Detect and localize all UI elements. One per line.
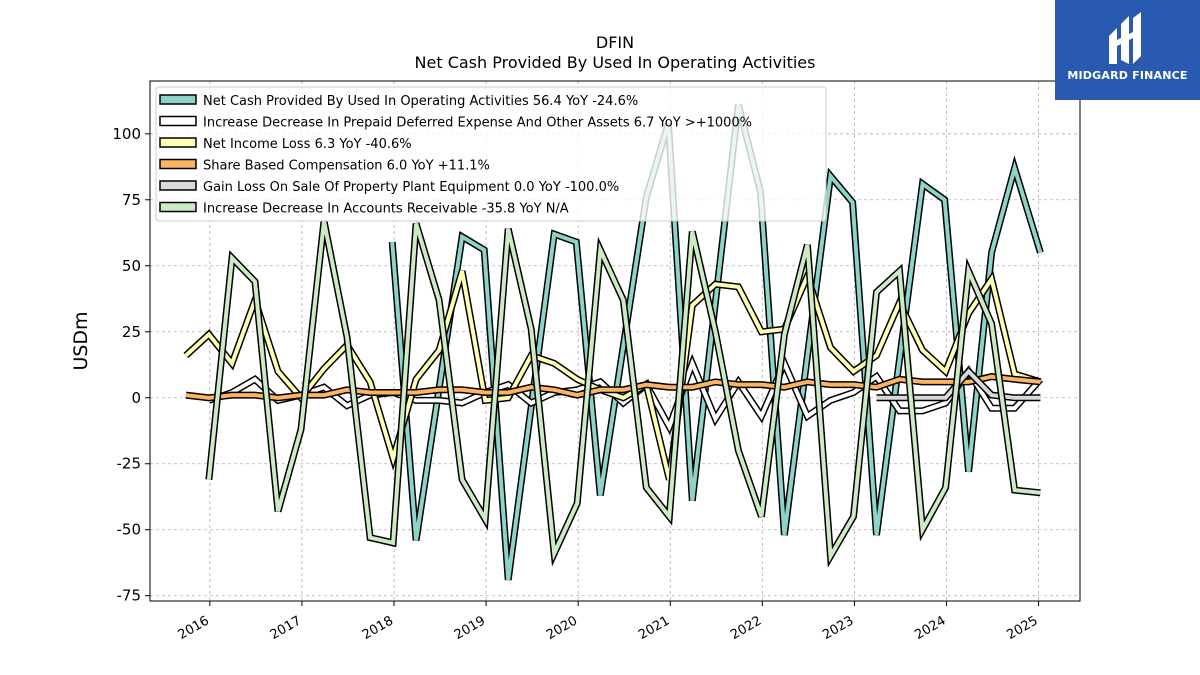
plot-frame [149,80,1081,602]
legend-swatch [159,115,197,127]
series-3 [185,373,1041,402]
legend-swatch [159,94,197,105]
series-line [208,357,1042,432]
legend-label: Gain Loss On Sale Of Property Plant Equi… [203,180,619,195]
x-tick-label: 2017 [268,613,304,643]
legend-swatch [159,158,197,170]
legend-swatch [159,201,197,213]
midgard-logo-icon [1109,12,1141,64]
series-line [184,270,1041,481]
series-line [206,220,1041,563]
legend-box [155,86,827,222]
y-tick-label: 75 [122,191,141,209]
x-tick-label: 2023 [820,613,856,643]
series-line [185,374,1041,400]
legend-label: Net Cash Provided By Used In Operating A… [203,94,638,109]
legend-label: Increase Decrease In Prepaid Deferred Ex… [203,116,752,131]
y-axis-label: USDm [70,311,92,370]
y-tick-label: -25 [117,455,142,473]
y-tick-label: -50 [117,521,142,539]
x-tick-label: 2020 [544,613,580,643]
x-tick-label: 2024 [912,613,948,643]
legend: Net Cash Provided By Used In Operating A… [155,86,827,222]
series-layer [183,103,1044,581]
legend-label: Share Based Compensation 6.0 YoY +11.1% [203,159,490,174]
legend-label: Net Income Loss 6.3 YoY -40.6% [203,137,412,152]
x-tick-label: 2025 [1004,613,1040,643]
series-1 [207,353,1044,436]
chart-subtitle: Net Cash Provided By Used In Operating A… [415,53,816,72]
series-2 [183,266,1042,481]
legend-swatch [159,137,197,148]
x-tick-label: 2018 [360,613,396,643]
legend-label: Increase Decrease In Accounts Receivable… [203,202,569,217]
x-tick-label: 2016 [176,613,212,643]
legend-swatch [159,180,197,191]
y-tick-label: 25 [122,323,141,341]
brand-logo: MIDGARD FINANCE [1055,0,1200,100]
x-tick-label: 2019 [452,613,488,643]
y-tick-label: 100 [112,125,141,143]
y-tick-label: 0 [131,389,141,407]
chart-title: DFIN [596,33,634,52]
y-tick-label: -75 [117,587,142,605]
x-tick-label: 2022 [728,613,764,643]
y-tick-label: 50 [122,257,141,275]
series-5 [205,220,1041,568]
x-tick-label: 2021 [636,613,672,643]
brand-name: MIDGARD FINANCE [1067,69,1188,82]
